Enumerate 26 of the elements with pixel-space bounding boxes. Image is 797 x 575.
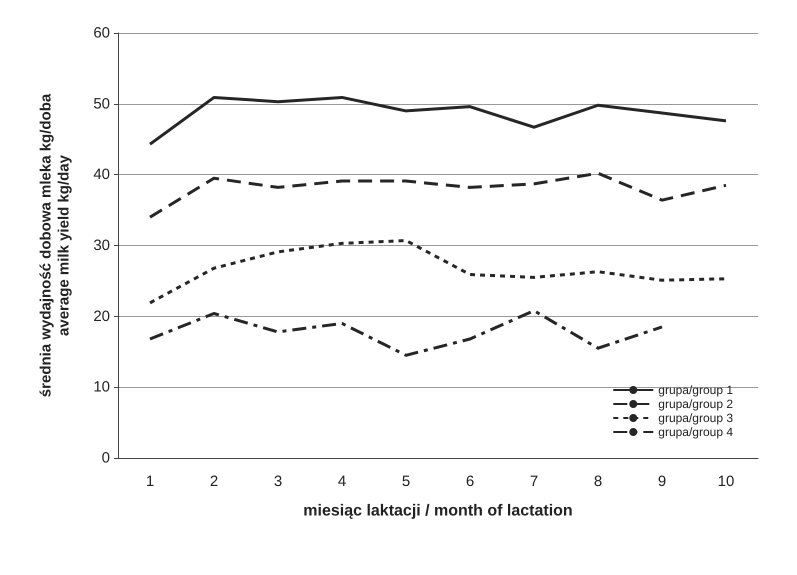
y-tick-label: 60 (93, 24, 110, 42)
x-tick-label: 9 (658, 473, 666, 490)
y-tick-label: 40 (93, 166, 110, 184)
line-series (148, 96, 728, 146)
y-tick-label: 20 (93, 308, 110, 325)
x-tick-label: 4 (338, 473, 346, 490)
line-series (148, 172, 728, 219)
y-tick-label: 30 (93, 237, 110, 254)
x-tick-label: 1 (146, 473, 154, 490)
legend-label: grupa/group 1 (658, 383, 734, 397)
x-tick-label: 5 (402, 473, 410, 490)
x-axis-title: miesiąc laktacji / month of lactation (303, 502, 573, 520)
x-tick-label: 10 (718, 473, 734, 490)
y-tick-label: 50 (93, 95, 110, 112)
x-tick-label: 7 (530, 473, 538, 490)
legend-label: grupa/group 2 (658, 397, 734, 411)
y-tick-label: 0 (102, 450, 110, 466)
legend-label: grupa/group 3 (658, 411, 734, 425)
y-axis-title: średnia wydajność dobowa mleka kg/doba average milk yield kg/day (38, 93, 72, 398)
legend-label: grupa/group 4 (658, 425, 734, 439)
x-tick-label: 8 (594, 473, 602, 490)
x-tick-label: 3 (274, 473, 282, 490)
x-tick-label: 6 (466, 473, 474, 490)
x-tick-label: 2 (210, 473, 218, 490)
line-series (148, 309, 664, 357)
y-tick-label: 10 (93, 378, 110, 396)
